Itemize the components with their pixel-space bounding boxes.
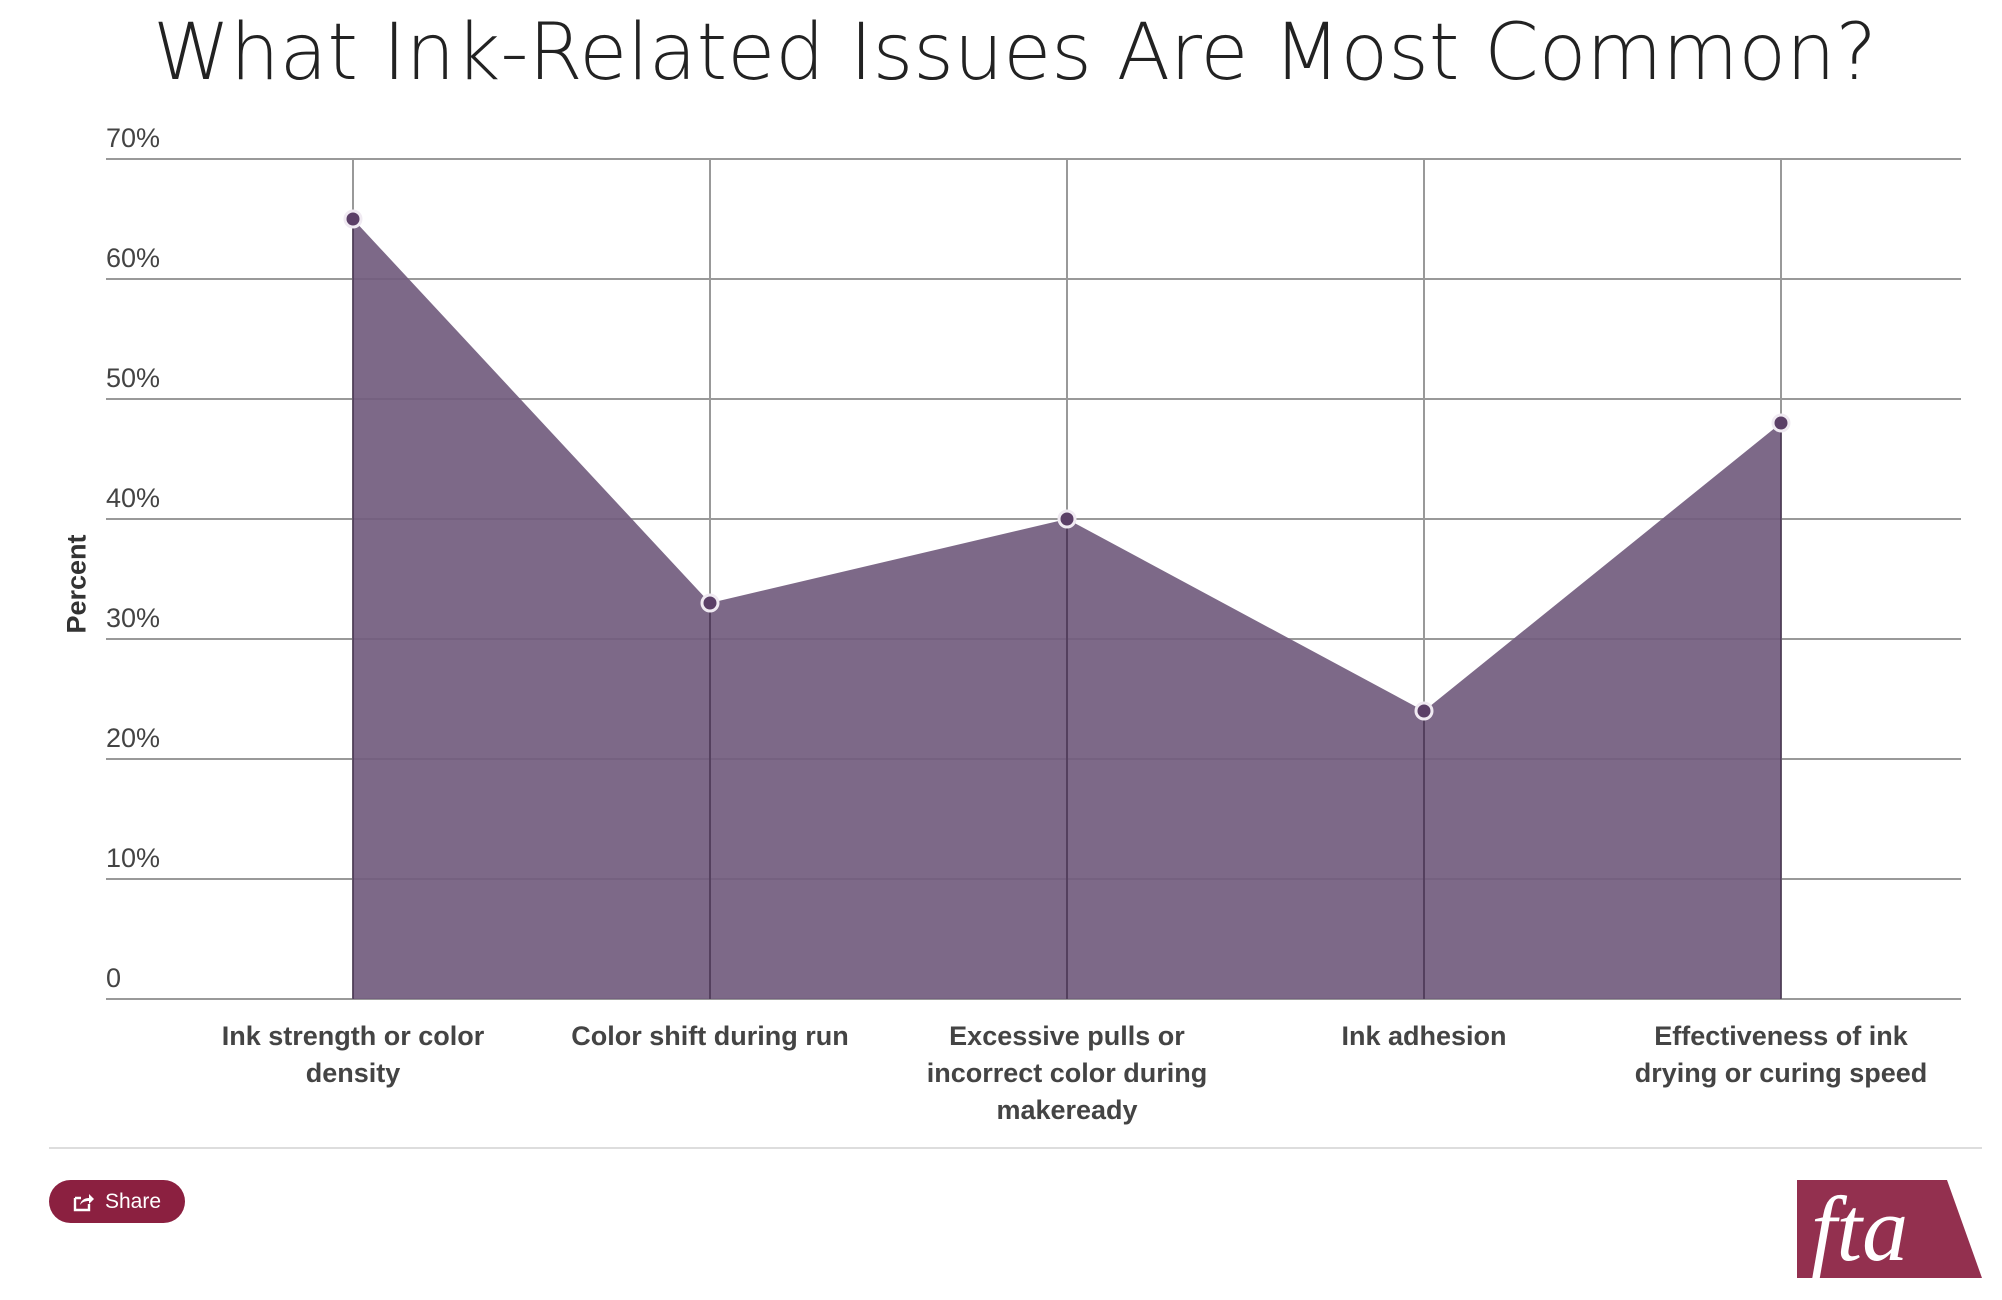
y-tick-label: 20% — [106, 723, 160, 753]
y-tick-label: 60% — [106, 243, 160, 273]
footer-divider — [49, 1147, 1982, 1149]
share-label: Share — [104, 1189, 162, 1213]
chart-title: What Ink-Related Issues Are Most Common? — [153, 8, 1877, 98]
x-tick-label: Ink adhesion — [1341, 1021, 1507, 1051]
data-point — [1414, 701, 1434, 721]
x-tick-label: Excessive pulls or incorrect color durin… — [926, 1021, 1208, 1125]
y-tick-label: 0 — [106, 963, 121, 993]
y-tick-label: 40% — [106, 483, 160, 513]
data-point — [343, 209, 363, 229]
y-tick-label: 30% — [106, 603, 160, 633]
share-button[interactable]: Share — [49, 1180, 185, 1223]
y-tick-label: 10% — [106, 843, 160, 873]
y-tick-label: 50% — [106, 363, 160, 393]
svg-text:fta: fta — [1811, 1180, 1908, 1278]
share-icon — [73, 1193, 94, 1211]
y-tick-label: 70% — [106, 123, 160, 153]
y-axis-label: Percent — [61, 534, 92, 634]
data-point — [700, 593, 720, 613]
data-point — [1057, 509, 1077, 529]
fta-logo: fta — [1797, 1180, 1982, 1278]
x-tick-label: Ink strength or color density — [221, 1021, 485, 1088]
x-tick-label: Effectiveness of ink drying or curing sp… — [1634, 1021, 1928, 1088]
data-point — [1771, 413, 1791, 433]
x-tick-label: Color shift during run — [571, 1021, 849, 1051]
